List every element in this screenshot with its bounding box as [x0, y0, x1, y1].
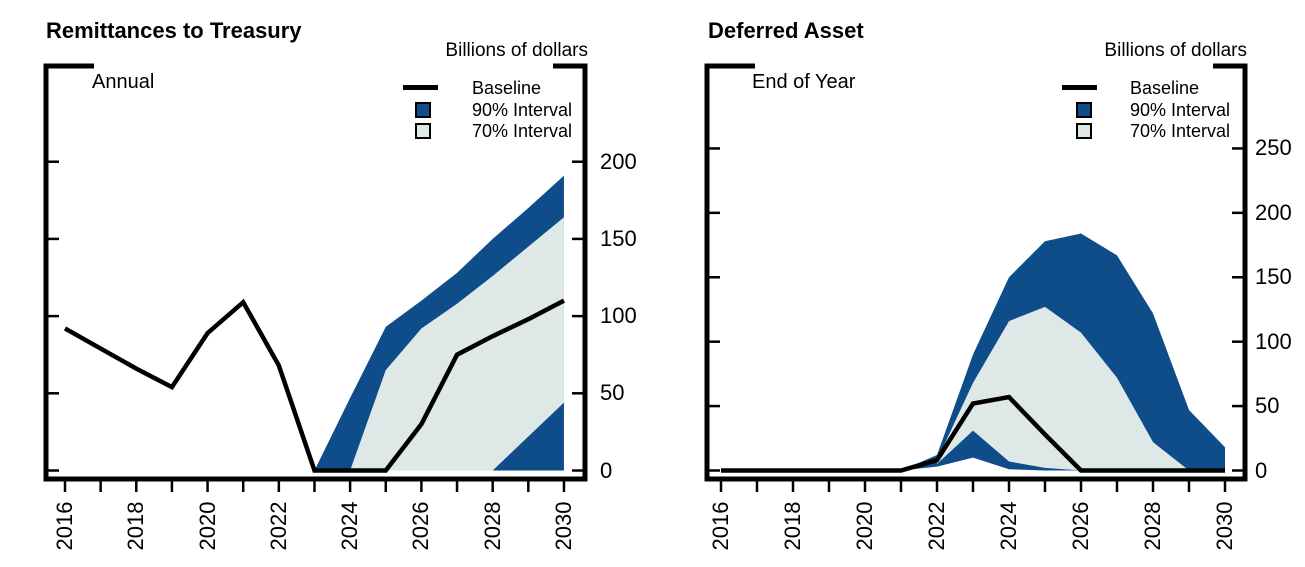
x-tick-label: 2022 [924, 501, 949, 551]
x-tick-label: 2028 [479, 501, 505, 551]
y-tick-label: 0 [600, 457, 613, 483]
x-tick-label: 2026 [1068, 501, 1093, 551]
legend-item-baseline: Baseline [0, 78, 652, 99]
baseline-line [721, 394, 1225, 473]
y-axis-unit-label: Billions of dollars [1104, 40, 1247, 61]
y-tick-label: 100 [1255, 328, 1292, 354]
x-tick-label: 2024 [337, 501, 363, 551]
x-tick-label: 2022 [265, 501, 291, 551]
y-tick-label: 0 [1255, 457, 1268, 483]
legend-label: 70% Interval [1130, 121, 1231, 141]
band70-swatch-icon [1076, 123, 1092, 139]
legend-item-70-interval: 70% Interval [653, 121, 1305, 142]
y-tick-label: 200 [1255, 199, 1292, 225]
panel-deferred-asset: Deferred Asset End of Year Billions of d… [653, 0, 1305, 567]
y-tick-label: 50 [1255, 393, 1280, 419]
y-tick-label: 250 [1255, 135, 1292, 161]
remittances-plot-area [43, 63, 588, 492]
x-tick-label: 2026 [408, 501, 434, 551]
legend-item-90-interval: 90% Interval [653, 100, 1305, 121]
band70-swatch-icon [415, 123, 431, 139]
baseline-line-swatch [1062, 85, 1097, 90]
y-tick-label: 200 [600, 148, 637, 174]
page-title-deferred-asset: Deferred Asset [708, 18, 864, 43]
x-tick-label: 2030 [1212, 501, 1237, 551]
legend-item-90-interval: 90% Interval [0, 100, 652, 121]
subtitle-annual: Annual [92, 71, 155, 93]
baseline-line [63, 298, 565, 473]
band-70-interval-area [350, 217, 564, 471]
band90-swatch-icon [415, 102, 431, 118]
y-tick-label: 150 [600, 225, 637, 251]
legend-label: 90% Interval [472, 100, 573, 120]
baseline-line-swatch [403, 85, 438, 90]
deferred-asset-plot-area [704, 63, 1248, 492]
x-tick-label: 2018 [123, 501, 149, 551]
panel-remittances: Remittances to Treasury Annual Billions … [0, 0, 652, 567]
legend-label: 70% Interval [472, 121, 573, 141]
y-tick-label: 150 [1255, 264, 1292, 290]
page-title-remittances: Remittances to Treasury [46, 18, 302, 43]
x-tick-label: 2030 [550, 501, 576, 551]
y-axis-unit-label: Billions of dollars [445, 40, 588, 61]
band-70-interval-area [937, 306, 1189, 471]
x-tick-label: 2018 [780, 501, 805, 551]
x-tick-label: 2028 [1140, 501, 1165, 551]
x-tick-label: 2020 [852, 501, 877, 551]
legend-item-baseline: Baseline [653, 78, 1305, 99]
band90-swatch-icon [1076, 102, 1092, 118]
x-tick-label: 2020 [194, 501, 220, 551]
legend-label: 90% Interval [1130, 100, 1231, 120]
y-tick-label: 50 [600, 380, 625, 406]
legend-item-70-interval: 70% Interval [0, 121, 652, 142]
legend-label: Baseline [1130, 78, 1200, 98]
subtitle-end-of-year: End of Year [752, 71, 856, 93]
x-tick-label: 2024 [996, 501, 1021, 551]
x-tick-label: 2016 [52, 501, 77, 551]
x-tick-label: 2016 [708, 501, 733, 551]
y-tick-label: 100 [600, 303, 637, 329]
legend-label: Baseline [472, 78, 542, 98]
